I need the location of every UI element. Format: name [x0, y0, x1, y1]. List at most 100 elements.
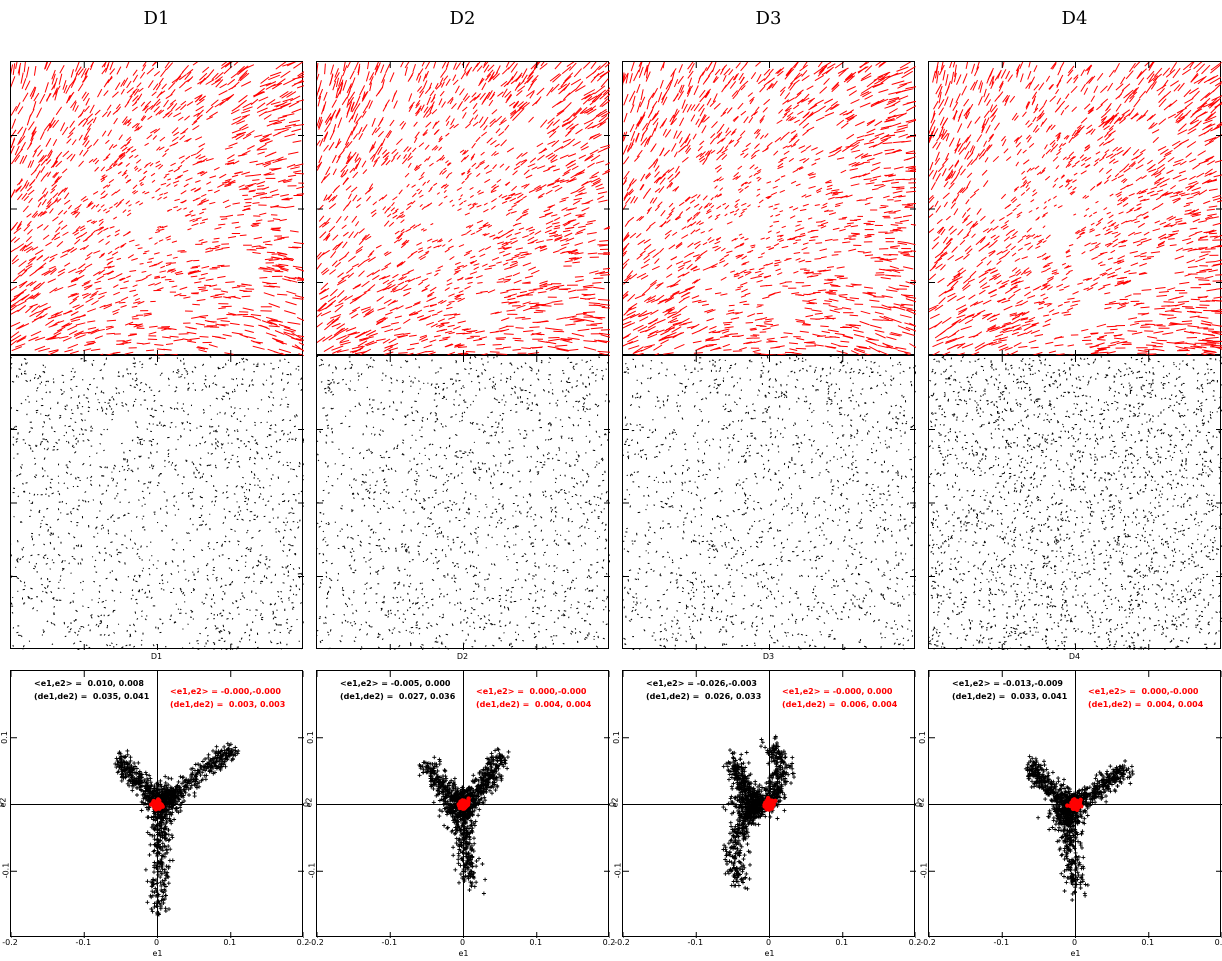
- residual-whisker: [60, 512, 62, 514]
- data-point: [207, 769, 212, 774]
- residual-whisker: [202, 602, 206, 605]
- whisker: [53, 329, 63, 335]
- whisker: [445, 306, 453, 310]
- data-point: [150, 833, 155, 838]
- data-point: [146, 795, 151, 800]
- whisker: [103, 265, 112, 269]
- whisker: [510, 240, 518, 245]
- whisker: [437, 310, 443, 314]
- whisker: [185, 177, 193, 182]
- data-point: [164, 893, 168, 898]
- whisker: [421, 338, 429, 342]
- whisker: [547, 345, 559, 349]
- whisker: [54, 310, 63, 316]
- whisker: [217, 275, 226, 279]
- data-point: [141, 792, 146, 797]
- residual-whisker: [100, 503, 103, 505]
- whisker: [277, 115, 288, 119]
- data-point: [208, 763, 212, 768]
- residual-whisker: [256, 443, 259, 446]
- whisker: [533, 311, 544, 313]
- whisker: [33, 92, 40, 102]
- residual-whisker: [100, 390, 103, 393]
- whisker: [52, 192, 59, 199]
- whisker: [461, 172, 466, 176]
- data-point: [203, 757, 208, 761]
- residual-whisker: [169, 406, 173, 410]
- whisker: [70, 77, 77, 89]
- whisker: [77, 68, 84, 76]
- residual-whisker: [245, 389, 248, 392]
- residual-whisker: [200, 496, 204, 499]
- whisker: [372, 269, 381, 276]
- whisker: [531, 166, 538, 170]
- whisker: [95, 228, 100, 232]
- whisker: [239, 69, 248, 79]
- whisker: [119, 154, 126, 160]
- residual-whisker: [64, 424, 66, 427]
- residual-whisker: [42, 556, 45, 559]
- whisker: [282, 113, 295, 117]
- residual-whisker: [14, 566, 17, 568]
- whisker: [184, 86, 192, 92]
- whisker: [447, 162, 452, 167]
- whisker: [87, 201, 93, 207]
- whisker: [604, 168, 610, 173]
- whisker: [231, 133, 241, 139]
- data-point: [177, 797, 182, 802]
- residual-whisker: [180, 590, 183, 593]
- whisker: [268, 285, 281, 288]
- whisker: [100, 204, 105, 208]
- whisker: [438, 98, 443, 106]
- residual-whisker: [192, 647, 195, 649]
- whisker: [199, 95, 206, 102]
- whisker: [552, 119, 560, 126]
- whisker: [24, 294, 34, 302]
- residual-whisker: [280, 430, 284, 432]
- whisker: [545, 152, 554, 158]
- whisker: [599, 98, 609, 107]
- whisker: [106, 104, 112, 111]
- residual-whisker: [208, 541, 210, 545]
- whisker: [221, 246, 230, 249]
- whisker: [456, 332, 466, 335]
- residual-whisker: [97, 615, 100, 618]
- whisker: [274, 128, 285, 131]
- whisker: [595, 183, 603, 188]
- whisker: [288, 119, 300, 124]
- whisker: [256, 148, 267, 151]
- residual-whisker: [93, 580, 96, 583]
- residual-whisker: [201, 505, 204, 507]
- whisker: [75, 334, 86, 339]
- residual-whisker: [209, 404, 212, 407]
- whisker: [418, 189, 423, 195]
- whisker: [283, 78, 296, 86]
- residual-whisker: [194, 366, 197, 369]
- residual-whisker: [234, 514, 236, 518]
- whisker: [234, 171, 244, 175]
- whisker: [487, 75, 495, 83]
- residual-whisker: [134, 372, 137, 375]
- whisker: [196, 147, 204, 155]
- residual-whisker: [69, 511, 72, 513]
- residual-whisker: [295, 594, 298, 596]
- residual-whisker: [11, 356, 13, 359]
- data-point: [188, 786, 193, 790]
- residual-whisker: [171, 560, 174, 563]
- data-point: [181, 775, 186, 780]
- whisker: [250, 223, 260, 226]
- whisker: [72, 101, 77, 111]
- whisker: [72, 229, 79, 235]
- residual-whisker: [121, 402, 124, 404]
- residual-whisker: [286, 381, 289, 385]
- residual-whisker: [212, 382, 215, 385]
- residual-whisker: [186, 372, 189, 375]
- residual-whisker: [131, 439, 134, 442]
- whisker: [78, 314, 86, 319]
- residual-whisker: [30, 598, 33, 600]
- whisker: [34, 345, 46, 351]
- whisker: [593, 70, 605, 79]
- whisker: [200, 272, 208, 276]
- residual-whisker: [204, 626, 208, 630]
- whisker: [141, 64, 147, 72]
